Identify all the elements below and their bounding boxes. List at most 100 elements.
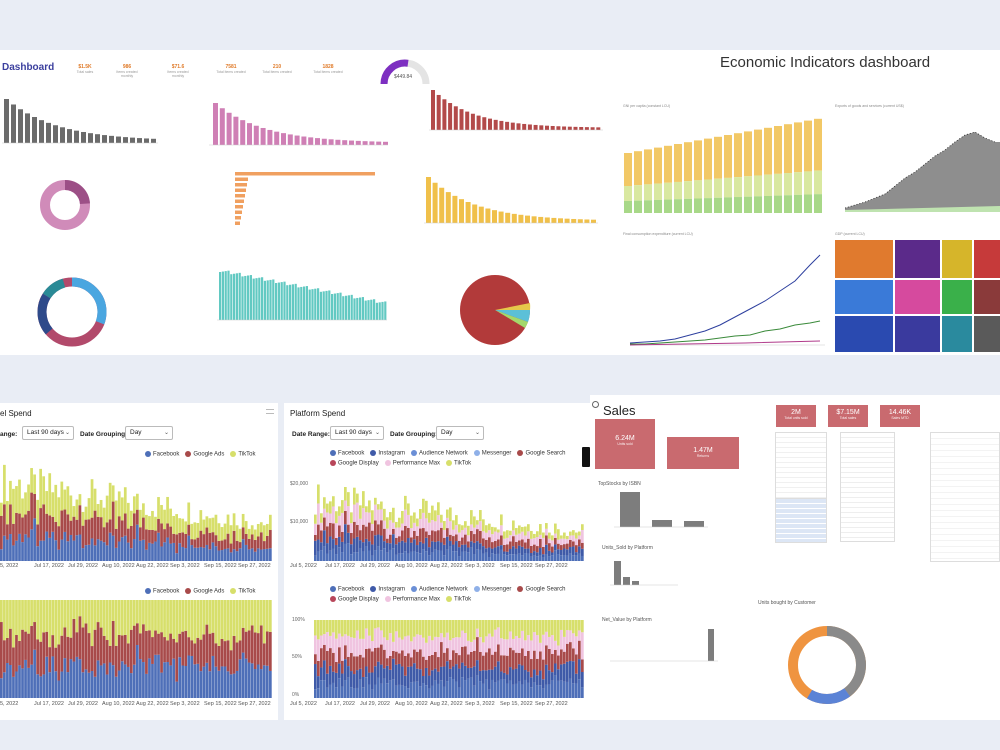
chart-bar (371, 620, 374, 642)
legend-item-facebook[interactable]: Facebook (330, 586, 364, 593)
chart-bar (27, 537, 30, 561)
kpi-card: $7.15M Total sales (828, 405, 868, 427)
chart-bar (458, 524, 461, 533)
chart-bar (455, 620, 458, 638)
chart-bar (410, 657, 413, 667)
chart-bar (491, 620, 494, 637)
chart-bar (533, 538, 536, 545)
chart-bar (132, 539, 136, 561)
date-range-select[interactable]: Last 90 days ⌄ (22, 426, 74, 440)
chart-bar (93, 676, 97, 698)
chart-bar (814, 170, 822, 195)
chart-bar (392, 679, 395, 698)
chart-bar (48, 647, 52, 673)
chart-bar (199, 639, 203, 672)
chart-bar (247, 275, 250, 320)
chart-bar (440, 522, 443, 528)
chart-bar (350, 512, 353, 524)
chart-bar (163, 542, 166, 561)
chart-bar (338, 633, 341, 648)
chart-bar (398, 542, 401, 554)
chart-bar (536, 552, 539, 557)
legend-item-audience-network[interactable]: Audience Network (411, 586, 468, 593)
chart-bar (374, 620, 377, 629)
legend-item-messenger[interactable]: Messenger (473, 586, 511, 593)
multi-donut-chart (37, 277, 107, 347)
chart-bar (253, 632, 257, 670)
date-range-select[interactable]: Last 90 days ⌄ (330, 426, 384, 440)
legend-item-performance-max[interactable]: Performance Max (384, 459, 440, 466)
chart-bar (18, 513, 21, 534)
chart-bar (130, 137, 135, 143)
chart-bar (341, 531, 344, 542)
chart-bar (233, 273, 236, 320)
legend-item-performance-max[interactable]: Performance Max (384, 595, 440, 602)
kpi-value: 6.24M (615, 435, 635, 442)
chart-bar (190, 600, 194, 641)
legend-item-google-search[interactable]: Google Search (517, 586, 565, 593)
chart-bar (223, 539, 227, 549)
legend-item-messenger[interactable]: Messenger (473, 450, 511, 457)
chart-bar (81, 131, 86, 143)
legend-item-instagram[interactable]: Instagram (370, 586, 405, 593)
legend-item-facebook[interactable]: Facebook (330, 450, 364, 457)
chart-bar (328, 139, 334, 145)
chart-bar (30, 600, 33, 626)
chart-bar (527, 538, 530, 549)
chart-bar (784, 173, 792, 196)
legend-item-facebook[interactable]: Facebook (145, 451, 179, 458)
kpi-label: Items created monthly (116, 70, 138, 78)
legend-item-google-ads[interactable]: Google Ads (185, 588, 224, 595)
chart-bar (317, 503, 320, 525)
legend-item-tiktok[interactable]: TikTok (446, 595, 471, 602)
chart-bar (634, 185, 642, 201)
chart-bar (217, 670, 221, 698)
chart-bar (377, 504, 380, 510)
legend-item-instagram[interactable]: Instagram (370, 450, 405, 457)
legend-item-google-search[interactable]: Google Search (517, 450, 565, 457)
chart-bar (322, 291, 325, 320)
chart-bar (439, 187, 445, 223)
settings-icon[interactable] (592, 401, 599, 408)
chart-bar (66, 600, 70, 637)
legend-item-audience-network[interactable]: Audience Network (411, 450, 468, 457)
chart-bar (6, 637, 9, 663)
chart-bar (428, 522, 431, 535)
date-grouping-select[interactable]: Day ⌄ (436, 426, 484, 440)
chart-bar (503, 672, 506, 680)
chart-bar (539, 538, 542, 548)
legend-item-google-ads[interactable]: Google Ads (185, 451, 224, 458)
chart-bar (323, 517, 326, 531)
chart-bar (512, 669, 515, 685)
legend-item-google-display[interactable]: Google Display (330, 459, 379, 466)
chart-bar (497, 529, 500, 533)
chart-bar (404, 542, 407, 552)
chart-bar (344, 634, 347, 646)
chart-bar (521, 684, 524, 698)
date-grouping-select[interactable]: Day ⌄ (125, 426, 173, 440)
chart-bar (458, 655, 461, 669)
legend-item-facebook[interactable]: Facebook (145, 588, 179, 595)
chart-bar (389, 656, 392, 670)
chevron-down-icon: ⌄ (374, 430, 380, 436)
chart-bar (416, 634, 419, 652)
legend-item-tiktok[interactable]: TikTok (230, 451, 256, 458)
legend-item-tiktok[interactable]: TikTok (230, 588, 256, 595)
chart-bar (572, 683, 575, 698)
chart-bar (145, 600, 148, 631)
chart-bar (356, 502, 359, 525)
chart-bar (476, 660, 479, 676)
kpi-value: $1.5K (78, 64, 92, 70)
chart-bar (368, 620, 371, 636)
chart-bar (560, 664, 563, 681)
chart-bar (294, 283, 297, 320)
chart-bar (356, 536, 359, 553)
legend-item-tiktok[interactable]: TikTok (446, 459, 471, 466)
kpi-value: 14.46K (888, 409, 912, 416)
chart-bar (503, 554, 506, 561)
chart-bar (36, 546, 39, 561)
panel-menu-icon[interactable] (266, 409, 274, 414)
legend-item-google-display[interactable]: Google Display (330, 595, 379, 602)
chart-bar (32, 117, 37, 143)
chart-bar (196, 547, 200, 561)
